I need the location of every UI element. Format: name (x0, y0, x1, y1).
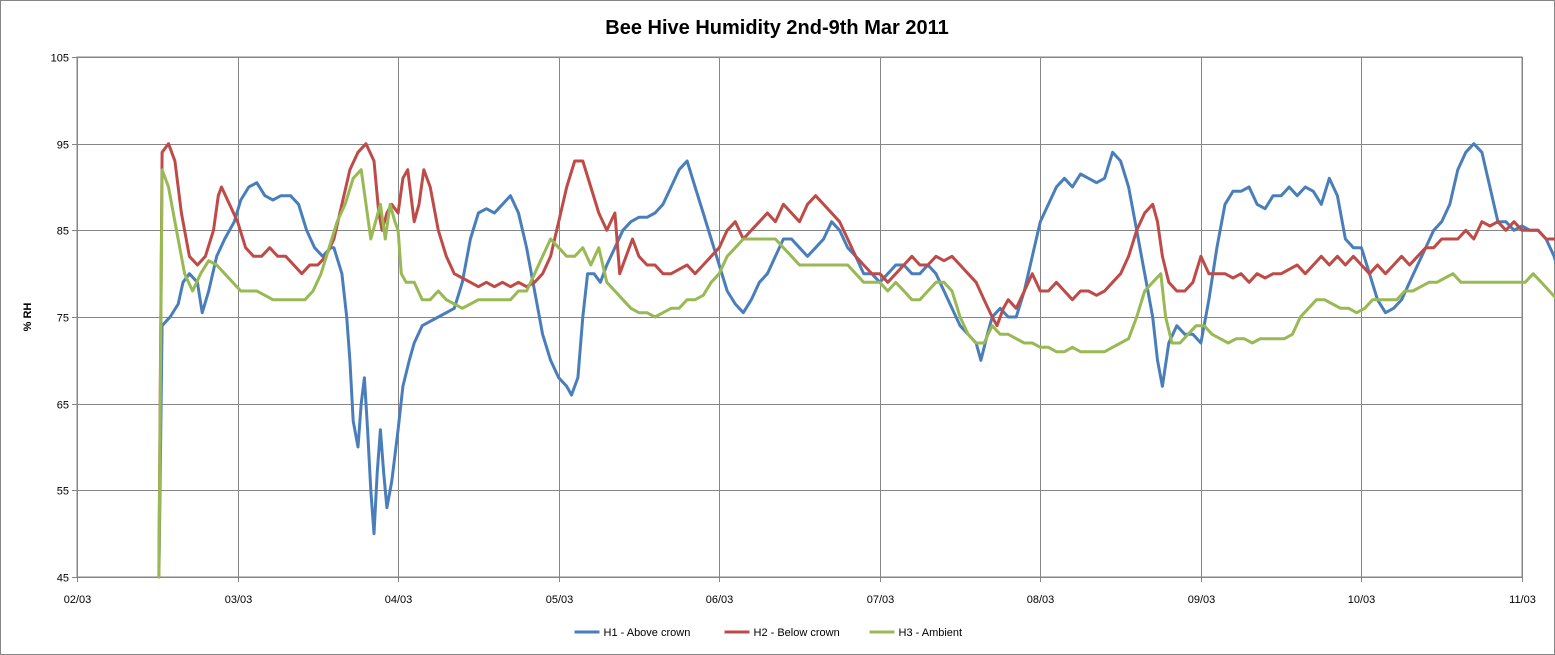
chart-title: Bee Hive Humidity 2nd-9th Mar 2011 (605, 17, 948, 39)
x-tick-label: 09/03 (1188, 594, 1216, 606)
gridlines (72, 56, 1523, 582)
x-tick-label: 10/03 (1348, 594, 1376, 606)
y-axis-title: % RH (22, 303, 34, 332)
legend: H1 - Above crown H2 - Below crown H3 - Amb… (574, 627, 963, 639)
x-tick-label: 05/03 (546, 594, 574, 606)
y-tick-label: 75 (57, 313, 69, 325)
y-tick-label: 85 (57, 226, 69, 238)
x-tick-label: 07/03 (867, 594, 895, 606)
y-tick-label: 45 (57, 573, 69, 585)
y-tick-label: 95 (57, 140, 69, 152)
legend-label-1: H1 - Above crown (604, 627, 691, 639)
series-line-3 (157, 168, 1555, 579)
x-tick-label: 03/03 (225, 594, 253, 606)
y-tick-label: 65 (57, 400, 69, 412)
series-line-2 (157, 142, 1555, 570)
x-tick-label: 11/03 (1509, 594, 1536, 606)
tick-labels: 45 55 65 75 85 95 105 02/03 03/03 04/03 05/03 06/03… (51, 53, 1536, 607)
x-tick-label: 06/03 (706, 594, 734, 606)
x-tick-label: 08/03 (1027, 594, 1055, 606)
y-tick-label: 105 (51, 53, 69, 65)
y-tick-label: 55 (57, 486, 69, 498)
legend-label-3: H3 - Ambient (899, 627, 963, 639)
series-lines (157, 142, 1555, 579)
x-tick-label: 04/03 (385, 594, 413, 606)
series-line-1 (157, 142, 1555, 579)
legend-label-2: H2 - Below crown (754, 627, 840, 639)
x-tick-label: 02/03 (64, 594, 92, 606)
